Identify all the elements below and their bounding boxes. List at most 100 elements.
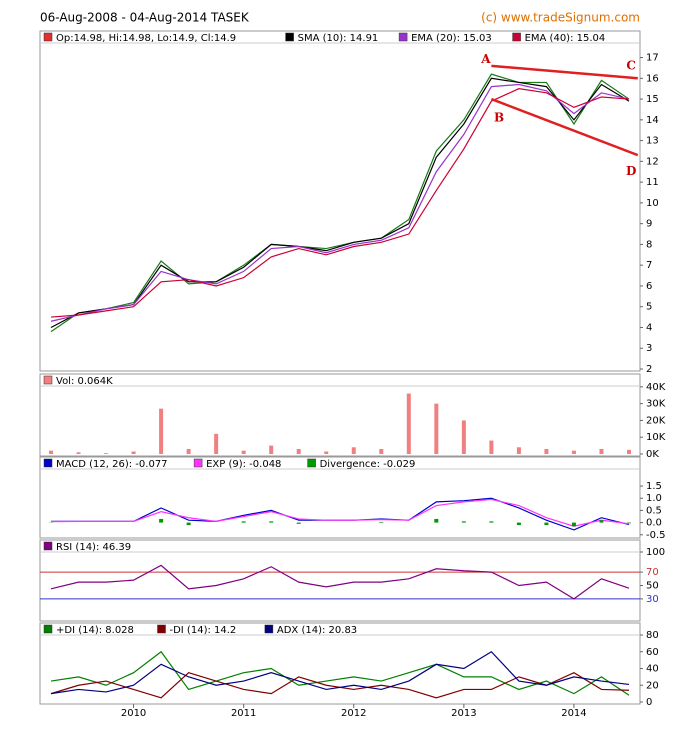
bar bbox=[434, 403, 439, 454]
y-tick-label: 2 bbox=[646, 364, 652, 375]
legend-label: RSI (14): 46.39 bbox=[56, 542, 131, 553]
series-line bbox=[50, 83, 630, 322]
bar bbox=[241, 450, 246, 454]
bar bbox=[351, 447, 356, 454]
y-tick-label: 60 bbox=[646, 647, 659, 658]
y-tick-label: 12 bbox=[646, 156, 659, 167]
y-tick-label: 5 bbox=[646, 302, 652, 313]
bar bbox=[571, 450, 576, 454]
panel-frame bbox=[39, 30, 641, 372]
series-line bbox=[50, 650, 630, 696]
y-tick-label: 13 bbox=[646, 136, 659, 147]
x-tick-label: 2012 bbox=[341, 708, 366, 719]
bar bbox=[104, 453, 109, 454]
series-line bbox=[51, 498, 630, 527]
y-tick-label: 70 bbox=[646, 567, 659, 578]
legend-swatch bbox=[43, 624, 53, 634]
bar bbox=[186, 522, 191, 526]
bar bbox=[131, 451, 136, 454]
annotation: D bbox=[626, 164, 636, 178]
bar bbox=[406, 393, 411, 454]
bar bbox=[516, 522, 521, 526]
bar bbox=[241, 521, 246, 523]
bar bbox=[296, 522, 301, 524]
legend-swatch bbox=[398, 32, 408, 42]
bar bbox=[544, 522, 549, 526]
y-tick-label: 17 bbox=[646, 53, 659, 64]
legend-label: MACD (12, 26): -0.077 bbox=[56, 459, 168, 470]
bar bbox=[489, 521, 494, 523]
y-tick-label: 10K bbox=[646, 432, 666, 443]
y-tick-label: 40K bbox=[646, 382, 666, 393]
legend-swatch bbox=[307, 458, 316, 468]
y-tick-label: 40 bbox=[646, 664, 659, 675]
bar bbox=[269, 521, 274, 523]
bar bbox=[626, 522, 631, 524]
x-tick-label: 2013 bbox=[451, 708, 476, 719]
annotation: C bbox=[626, 58, 636, 72]
y-tick-label: 30K bbox=[646, 399, 666, 410]
chart-title: 06-Aug-2008 - 04-Aug-2014 TASEK bbox=[40, 11, 250, 25]
bar bbox=[76, 452, 81, 454]
y-tick-label: 80 bbox=[646, 630, 659, 641]
legend-swatch bbox=[157, 624, 166, 634]
legend-label: +DI (14): 8.028 bbox=[56, 625, 134, 636]
y-tick-label: 0.5 bbox=[646, 505, 662, 516]
bar bbox=[296, 448, 301, 454]
panel-frame bbox=[39, 622, 641, 705]
legend-label: Divergence: -0.029 bbox=[320, 459, 416, 470]
panel-frame bbox=[39, 456, 641, 539]
trend-line bbox=[491, 64, 638, 80]
series-line bbox=[50, 88, 630, 318]
bar bbox=[599, 520, 604, 523]
legend-swatch bbox=[264, 624, 274, 634]
legend-label: ADX (14): 20.83 bbox=[277, 625, 357, 636]
bar bbox=[186, 448, 191, 454]
legend-label: Vol: 0.064K bbox=[56, 376, 113, 387]
series-line bbox=[50, 650, 630, 695]
y-tick-label: 9 bbox=[646, 219, 652, 230]
bar bbox=[516, 447, 521, 454]
bar bbox=[544, 448, 549, 454]
y-tick-label: 16 bbox=[646, 73, 659, 84]
bar bbox=[434, 518, 439, 523]
y-tick-label: 10 bbox=[646, 198, 659, 209]
y-tick-label: 100 bbox=[646, 547, 665, 558]
x-tick-label: 2014 bbox=[561, 708, 586, 719]
y-tick-label: 8 bbox=[646, 239, 652, 250]
annotation: B bbox=[494, 110, 504, 124]
legend-swatch bbox=[193, 458, 203, 468]
y-tick-label: 0 bbox=[646, 697, 652, 708]
legend-label: SMA (10): 14.91 bbox=[298, 33, 379, 44]
y-tick-label: 15 bbox=[646, 94, 659, 105]
bar bbox=[461, 521, 466, 523]
bar bbox=[489, 440, 494, 454]
y-tick-label: 30 bbox=[646, 594, 659, 605]
y-tick-label: -0.5 bbox=[646, 530, 666, 541]
y-tick-label: 0K bbox=[646, 449, 659, 460]
legend-swatch bbox=[43, 32, 53, 42]
y-tick-label: 1.0 bbox=[646, 493, 662, 504]
y-tick-label: 11 bbox=[646, 177, 659, 188]
legend-swatch bbox=[43, 541, 53, 551]
y-tick-label: 7 bbox=[646, 260, 652, 271]
bar bbox=[379, 521, 384, 523]
legend-swatch bbox=[43, 375, 53, 385]
y-tick-label: 20K bbox=[646, 415, 666, 426]
series-line bbox=[50, 77, 630, 329]
y-tick-label: 4 bbox=[646, 322, 652, 333]
panel-frame bbox=[39, 539, 641, 622]
legend-label: -DI (14): 14.2 bbox=[170, 625, 237, 636]
annotation: A bbox=[480, 52, 491, 66]
legend-label: EXP (9): -0.048 bbox=[206, 459, 281, 470]
panel-frame bbox=[39, 373, 641, 457]
legend-label: EMA (20): 15.03 bbox=[411, 33, 492, 44]
y-tick-label: 3 bbox=[646, 343, 652, 354]
y-tick-label: 6 bbox=[646, 281, 652, 292]
y-tick-label: 14 bbox=[646, 115, 659, 126]
credit: (c) www.tradeSignum.com bbox=[481, 11, 640, 25]
bar bbox=[599, 448, 604, 454]
legend-swatch bbox=[512, 32, 521, 42]
bar bbox=[461, 420, 466, 454]
